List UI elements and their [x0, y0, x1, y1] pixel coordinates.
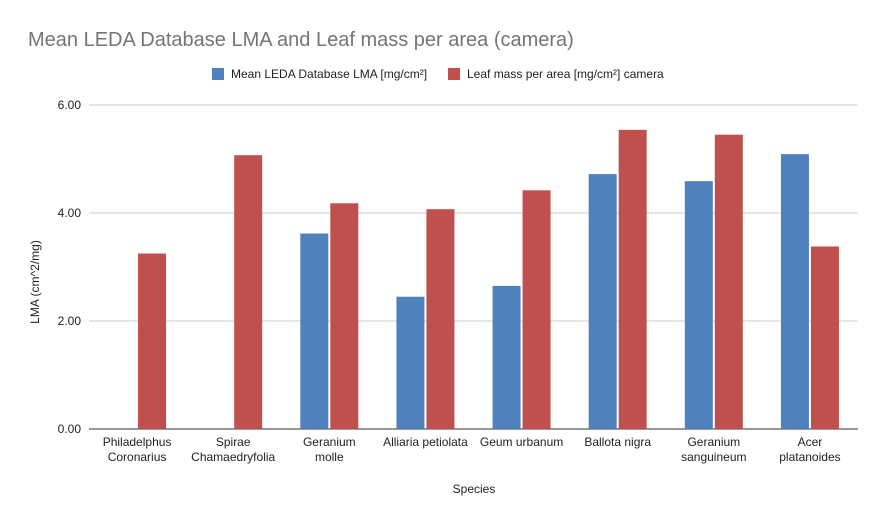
y-tick-label: 4.00 [58, 206, 82, 220]
y-tick-label: 0.00 [58, 422, 82, 436]
legend: Mean LEDA Database LMA [mg/cm²] Leaf mas… [212, 67, 664, 81]
bar-leda [684, 181, 713, 429]
legend-swatch-camera [448, 68, 460, 80]
bar-camera [234, 155, 263, 429]
x-tick-label: Geranium sanguineum [681, 435, 746, 464]
x-tick-label: Philadelphus Coronarius [103, 435, 172, 464]
legend-label-camera: Leaf mass per area [mg/cm²] camera [467, 67, 664, 81]
x-axis-title: Species [453, 482, 496, 496]
bar-camera [618, 129, 647, 429]
x-tick-label: Ballota nigra [584, 435, 651, 449]
x-tick-label: Alliaria petiolata [383, 435, 468, 449]
y-tick-label: 6.00 [58, 98, 82, 112]
y-tick-label: 2.00 [58, 314, 82, 328]
x-axis-labels: Philadelphus Coronarius Spirae Chamaedryfol… [103, 435, 841, 464]
bar-leda [492, 285, 521, 429]
bar-camera [522, 190, 551, 429]
legend-swatch-leda [212, 68, 224, 80]
bar-camera [330, 203, 359, 429]
legend-label-leda: Mean LEDA Database LMA [mg/cm²] [231, 67, 427, 81]
x-tick-label: Geum urbanum [480, 435, 563, 449]
bar-camera [714, 134, 743, 429]
bar-camera [138, 253, 167, 429]
x-tick-label: Spirae Chamaedryfolia [191, 435, 275, 464]
bar-camera [810, 246, 839, 429]
bar-leda [396, 296, 425, 429]
bar-leda [300, 233, 329, 429]
bar-leda [588, 174, 617, 429]
y-axis-ticks: 0.00 2.00 4.00 6.00 [58, 98, 82, 436]
x-tick-label: Geranium molle [303, 435, 356, 464]
x-tick-label: Acer platanoides [779, 435, 840, 464]
chart-title: Mean LEDA Database LMA and Leaf mass per… [28, 29, 574, 51]
y-axis-title: LMA (cm^2/mg) [28, 240, 42, 324]
bars [138, 129, 839, 429]
bar-camera [426, 209, 455, 429]
bar-leda [780, 154, 809, 429]
